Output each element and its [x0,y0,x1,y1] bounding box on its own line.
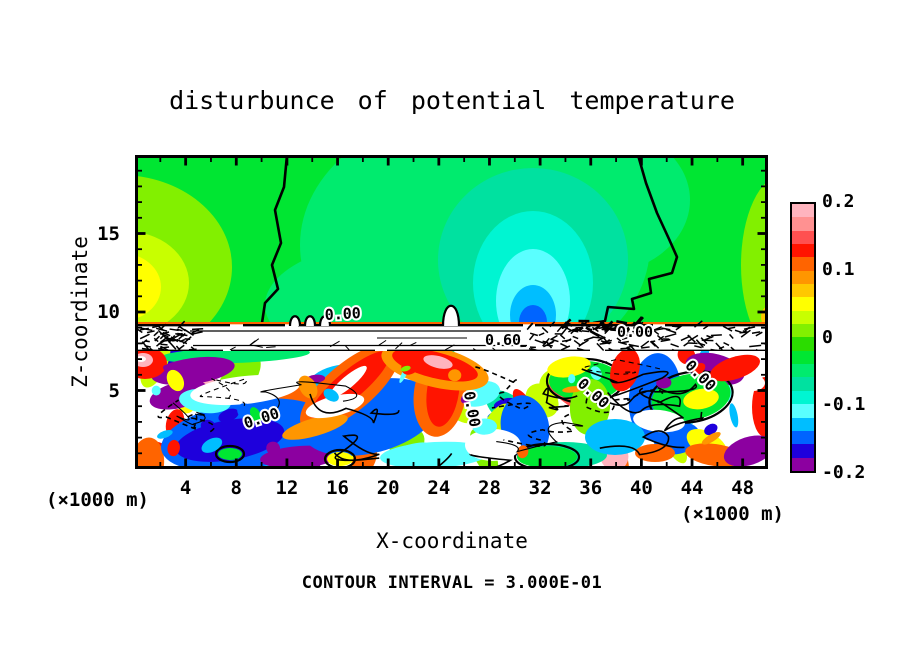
x-tick-label: 32 [528,477,552,499]
contour-interval-caption: CONTOUR INTERVAL = 3.000E-01 [301,573,603,593]
x-tick-label: 28 [478,477,501,499]
x-tick-label: 44 [680,477,704,499]
x-axis-unit-left: (×1000 m) [46,489,149,511]
colorbar-tick-label: 0.2 [822,191,855,212]
colorbar-segment [792,350,814,365]
x-axis-unit-right: (×1000 m) [681,503,784,525]
x-tick-label: 48 [731,477,755,499]
colorbar-tick-label: 0.1 [822,258,855,280]
x-tick-label: 12 [275,477,299,499]
x-tick-label: 8 [230,477,242,499]
colorbar-segment [792,297,814,311]
colorbar-segment [792,404,814,418]
colorbar-segment [792,310,814,325]
x-tick-label: 40 [629,477,653,499]
x-tick-label: 24 [427,477,451,499]
colorbar-segment [792,444,814,458]
contour-label: 0.00 [324,304,361,324]
colorbar-segment [792,337,814,351]
colorbar [790,202,816,473]
colorbar-tick-label: 0 [822,326,833,348]
colorbar-tick-label: -0.1 [822,394,866,416]
colorbar-segment [792,230,814,245]
colorbar-segment [792,204,814,218]
colorbar-segment [792,270,814,285]
contour-label: 0.00 [617,323,653,341]
colorbar-segment [792,217,814,231]
x-tick-label: 20 [376,477,400,499]
plot-title: disturbunce of potential temperature [169,86,735,115]
z-tick-label: 5 [108,379,120,402]
x-tick-label: 16 [326,477,349,499]
colorbar-segment [792,324,814,338]
colorbar-segment [792,417,814,431]
x-tick-label: 4 [179,477,192,499]
contour-plot-canvas: 0.000.60 0.000.00 0.00 0.00 0.00 [135,155,768,469]
colorbar-tick-label: -0.2 [822,462,866,483]
z-tick-label: 10 [97,301,120,323]
colorbar-segment [792,457,814,471]
colorbar-segment [792,284,814,298]
colorbar-segment [792,257,814,271]
plot-area: 0.00 0.60 0.00 0.00 0.00 0.00 0.00 [135,155,768,469]
colorbar-segment [792,244,814,258]
colorbar-segment [792,377,814,391]
colorbar-segment [792,390,814,405]
z-tick-label: 15 [97,222,120,245]
x-axis-label: X-coordinate [376,529,528,553]
x-tick-label: 36 [579,477,603,499]
colorbar-segment [792,430,814,445]
contour-label: 0.60 [485,331,521,349]
colorbar-segment [792,364,814,378]
